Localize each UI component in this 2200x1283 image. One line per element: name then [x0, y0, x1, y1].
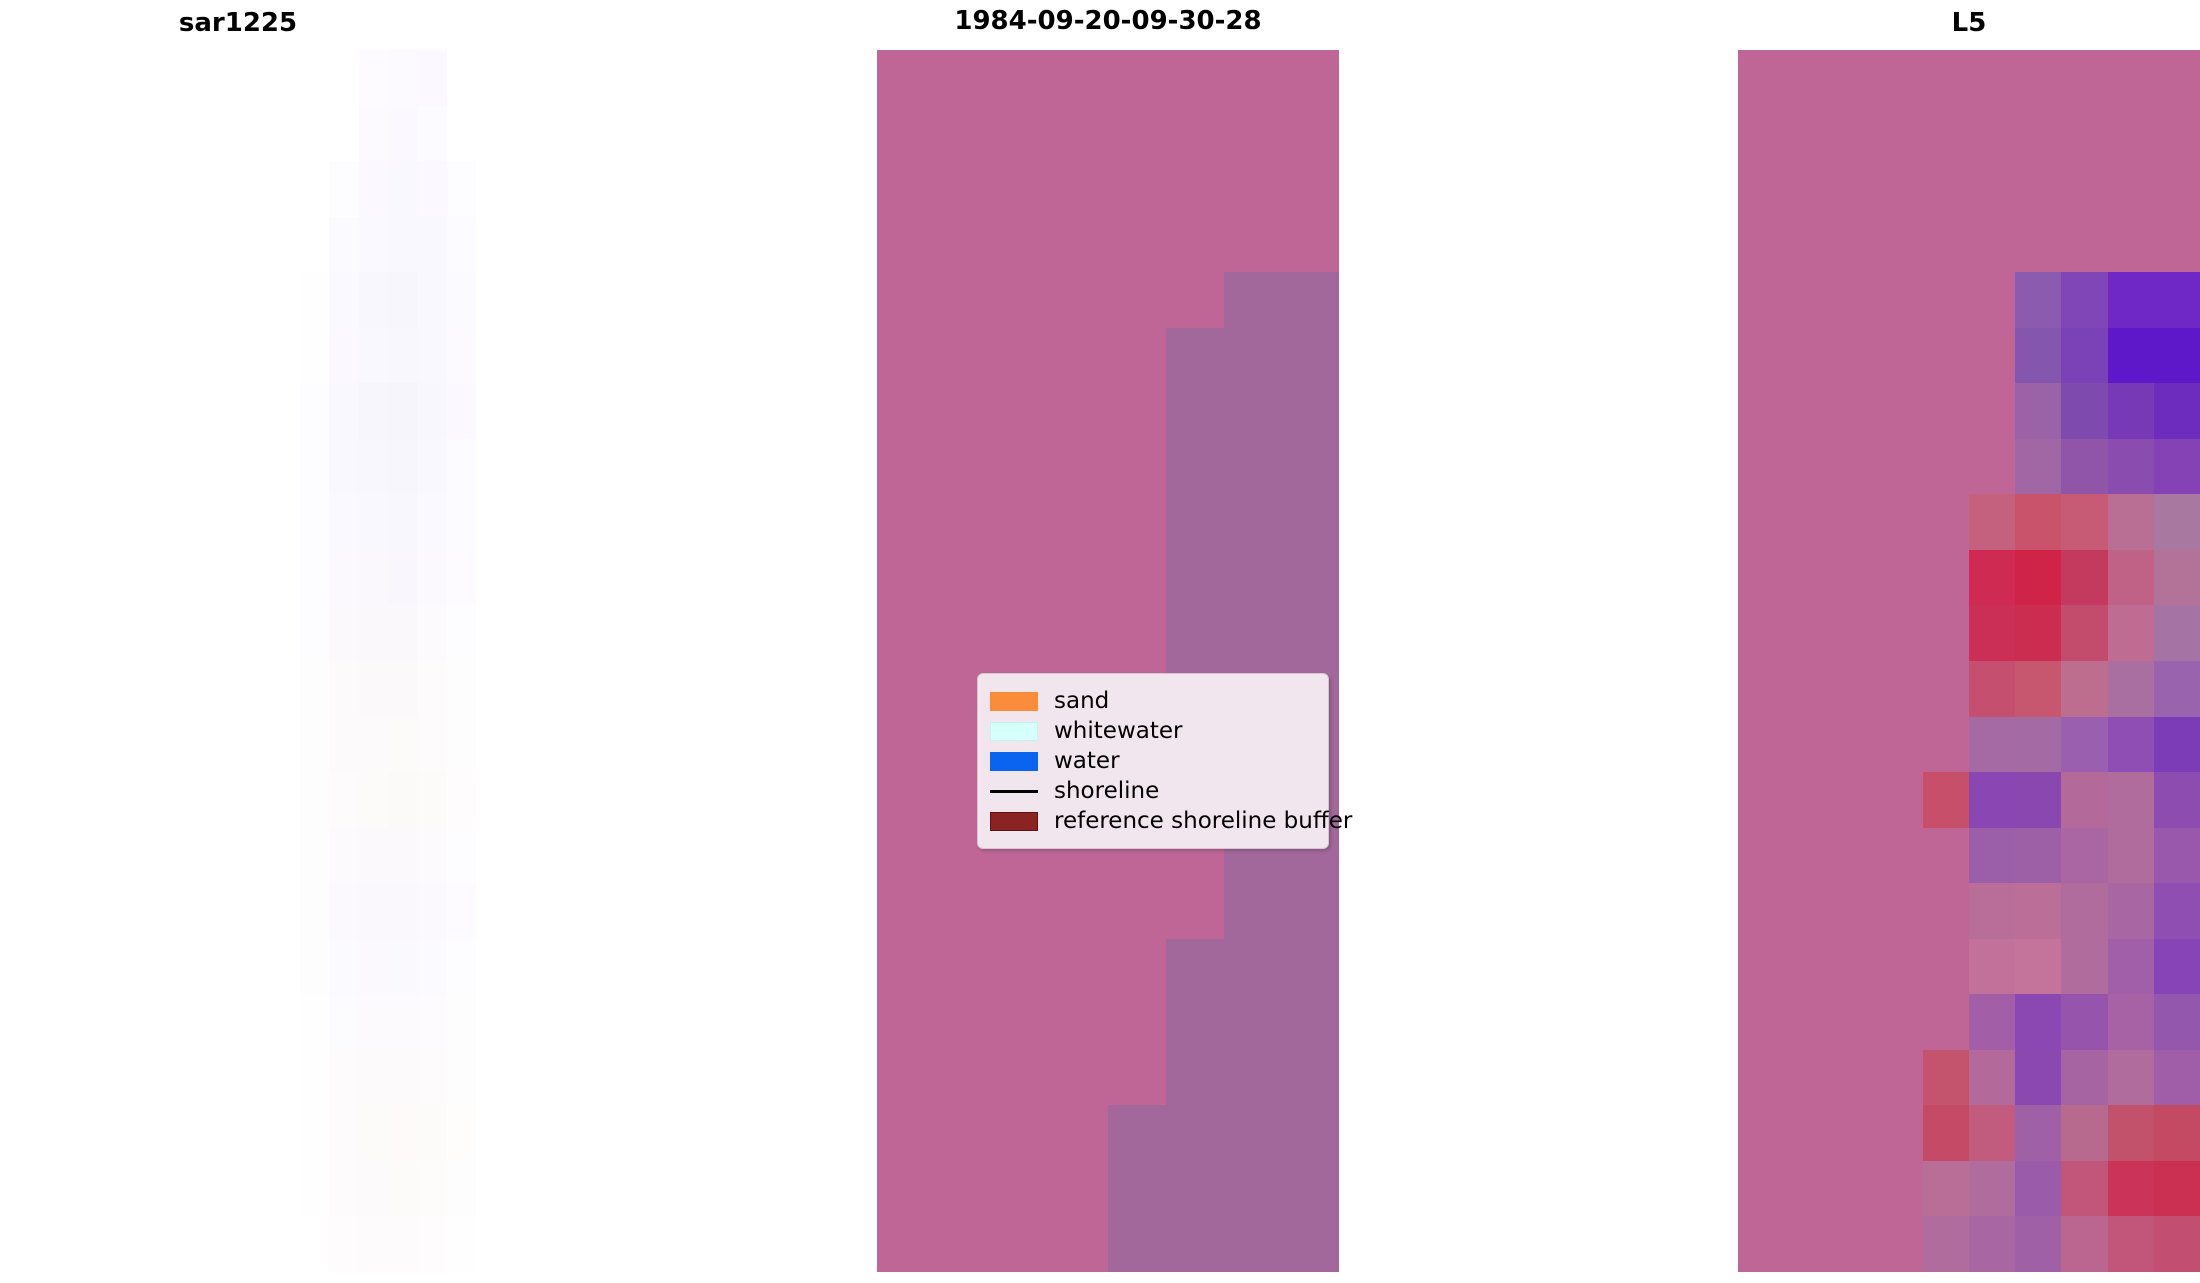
legend: sand whitewater water shoreline reference sh… [977, 673, 1352, 849]
raster-sar [300, 50, 476, 1272]
raster-l5 [1738, 50, 2200, 1272]
panel-image-sar[interactable] [300, 50, 476, 1272]
legend-swatch-icon [990, 789, 1038, 793]
legend-item-label: reference shoreline buffer [1054, 807, 1353, 834]
panel-image-l5[interactable] [1738, 50, 2200, 1272]
legend-swatch-icon [990, 751, 1038, 771]
legend-rows: sand whitewater water shoreline reference sh… [990, 686, 1352, 836]
legend-item-label: whitewater [1054, 717, 1183, 744]
legend-item-label: shoreline [1054, 777, 1160, 804]
panel-title-sar: sar1225 [178, 8, 298, 38]
panel-title-satellite: L5 [1951, 8, 1987, 38]
legend-item-whitewater: whitewater [990, 716, 1314, 746]
legend-item-label: water [1054, 747, 1120, 774]
legend-swatch-icon [990, 691, 1038, 711]
legend-item-reference-shoreline-buffer: reference shoreline buffer [990, 806, 1352, 836]
legend-item-label: sand [1054, 687, 1110, 714]
legend-item-shoreline: shoreline [990, 776, 1314, 806]
legend-swatch-icon [990, 721, 1038, 741]
panel-image-classified[interactable] [877, 50, 1339, 1272]
panel-title-date: 1984-09-20-09-30-28 [954, 6, 1262, 36]
legend-swatch-icon [990, 811, 1038, 831]
legend-item-sand: sand [990, 686, 1314, 716]
raster-classified [877, 50, 1339, 1272]
legend-item-water: water [990, 746, 1314, 776]
